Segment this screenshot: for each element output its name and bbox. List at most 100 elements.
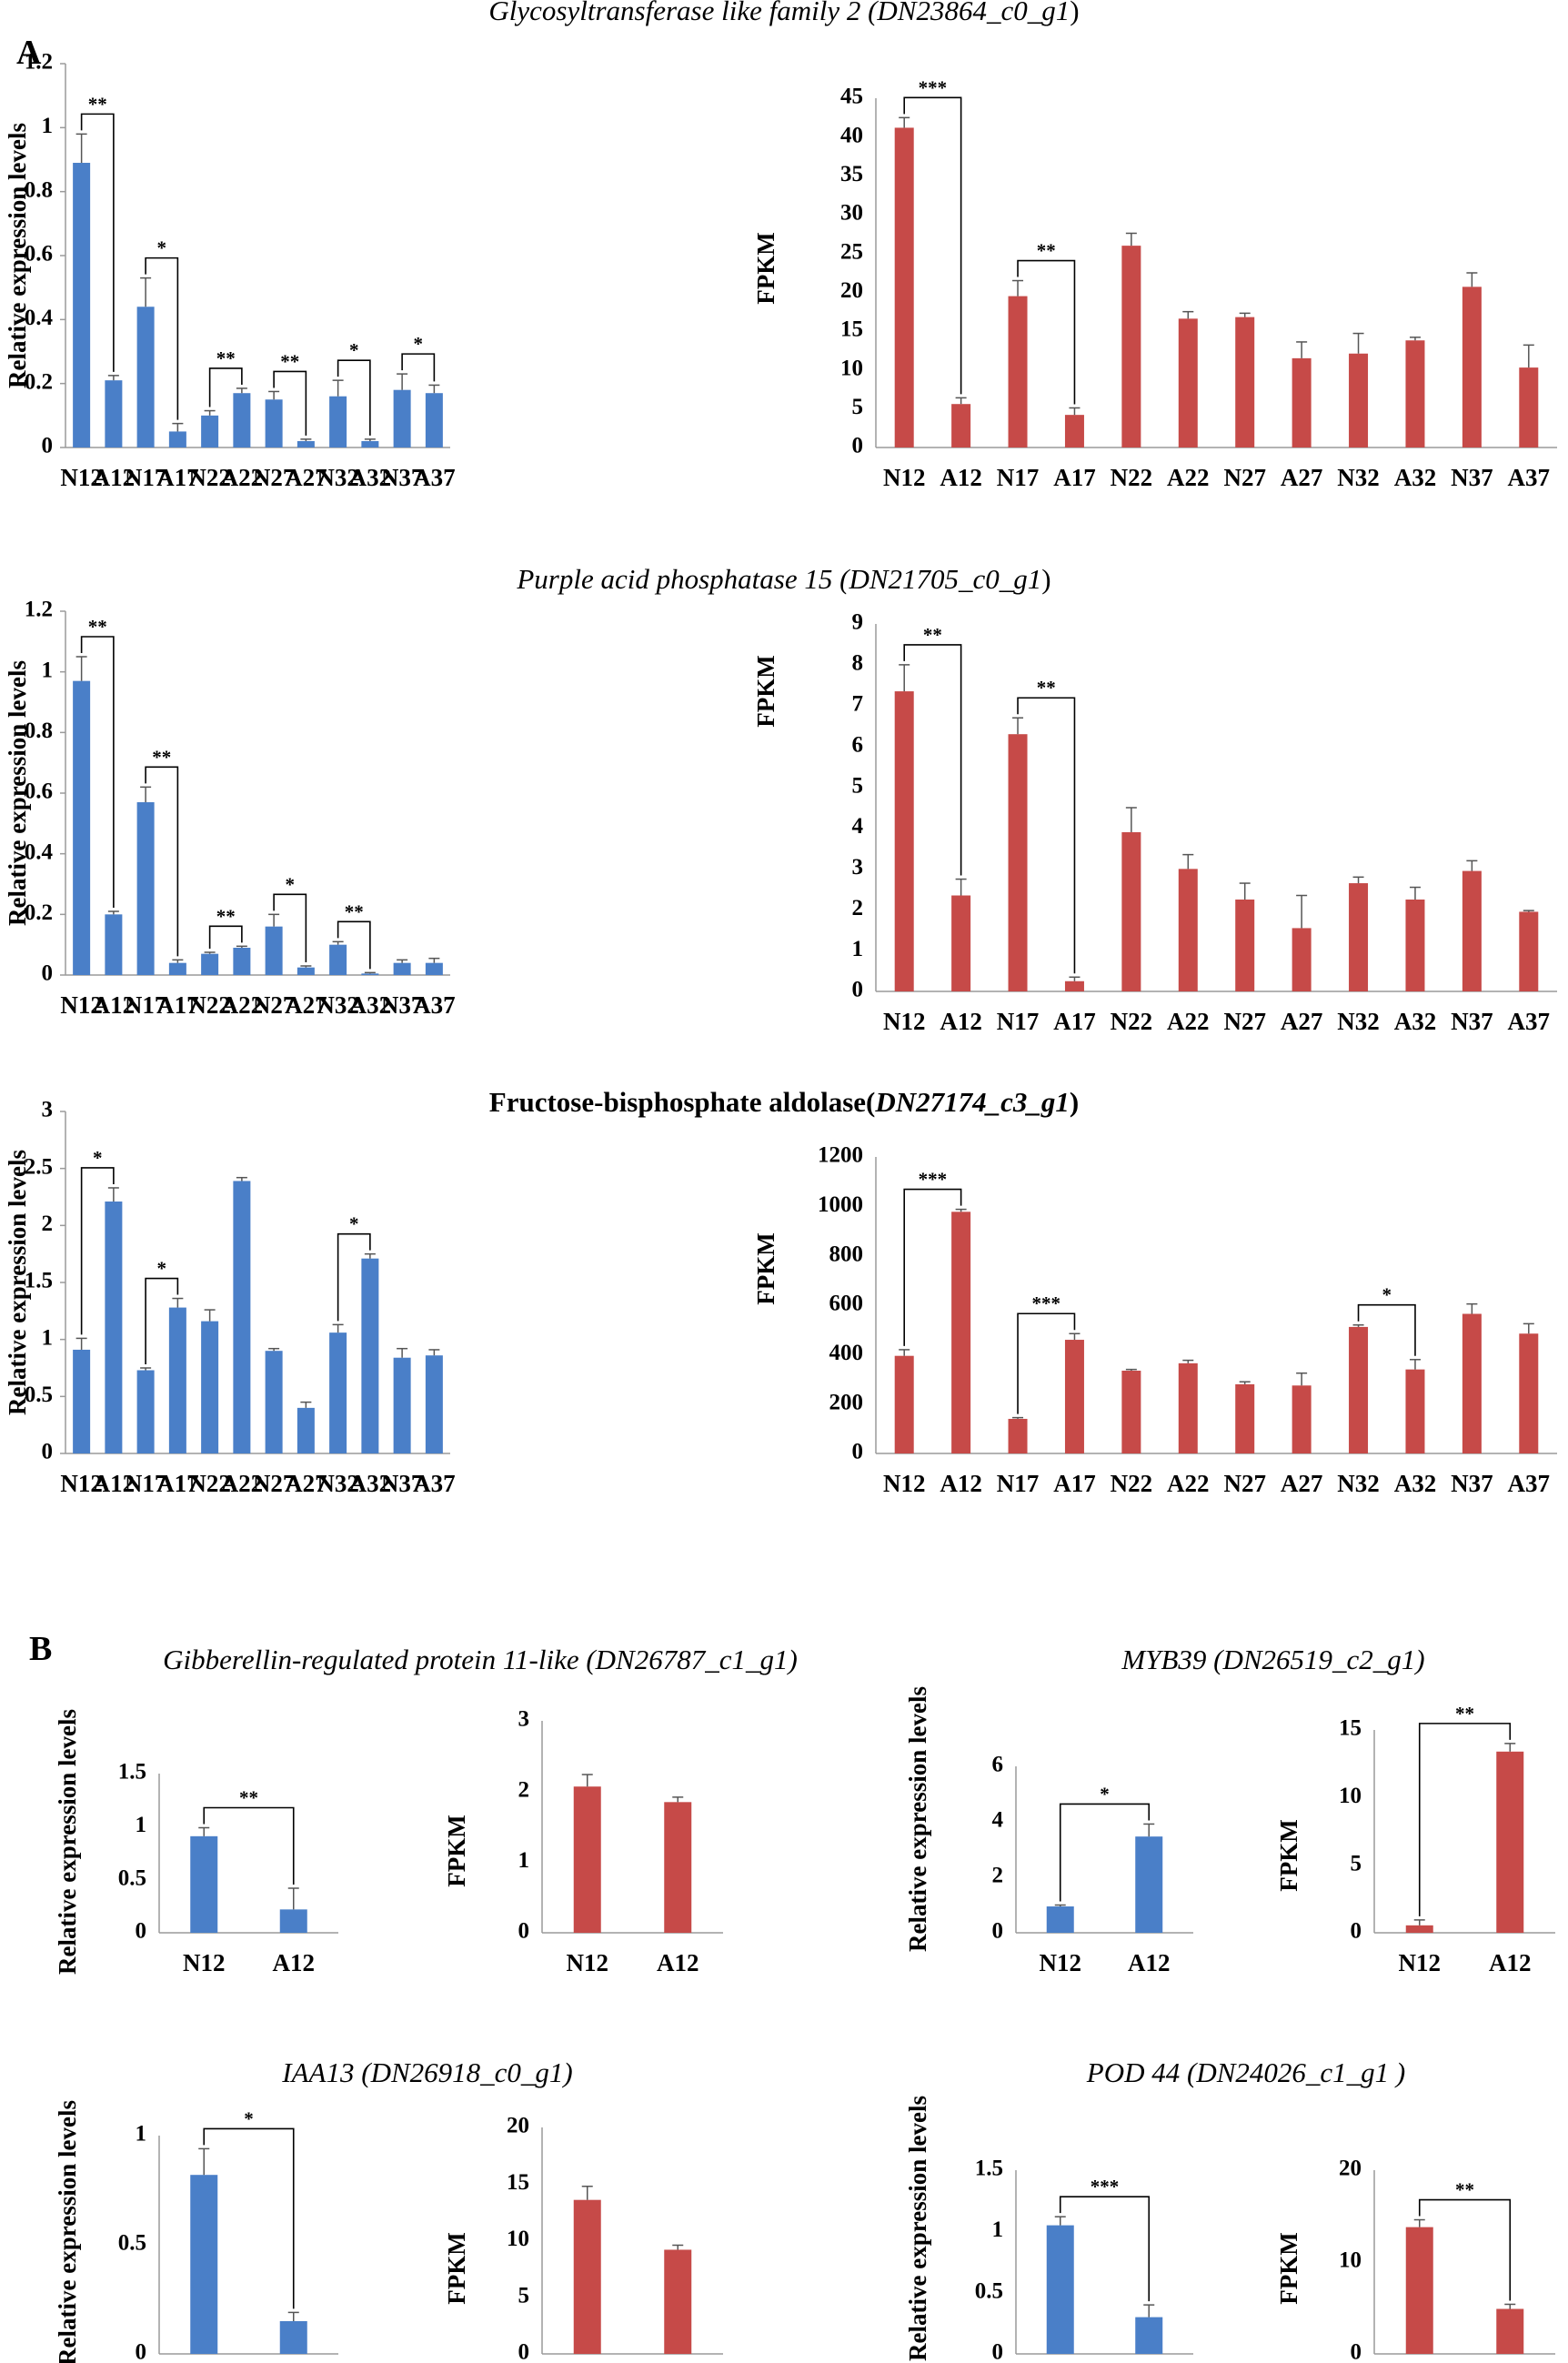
x-tick-label: A37 xyxy=(1508,464,1551,491)
y-tick-label: 9 xyxy=(852,610,864,635)
significance-label: ** xyxy=(1037,677,1056,699)
y-tick-label: 40 xyxy=(840,123,863,147)
y-tick-label: 0.5 xyxy=(25,1383,53,1407)
y-tick-label: 800 xyxy=(829,1242,864,1266)
significance-label: ** xyxy=(152,746,171,768)
bar xyxy=(1235,317,1255,447)
y-tick-label: 1.2 xyxy=(25,50,53,75)
y-tick-label: 0 xyxy=(136,2340,147,2363)
y-tick-label: 1.5 xyxy=(118,1760,146,1785)
x-tick-label: A17 xyxy=(1053,464,1096,491)
bar xyxy=(1349,1326,1369,1453)
y-tick-label: 0.2 xyxy=(25,900,53,925)
bar xyxy=(1121,831,1141,991)
title-b2: MYB39 (DN26519_c2_g1) xyxy=(1121,1644,1424,1675)
y-tick-label: 10 xyxy=(840,356,863,380)
y-tick-label: 20 xyxy=(840,278,863,303)
chart-a2-fpkm: FPKM 0 1 2 3 4 5 6 7 8 9 N12 A12 N17 A17 N22 A22 N27 A27 N3… xyxy=(752,610,1557,1035)
x-tick-label: N17 xyxy=(997,1008,1040,1035)
y-tick-label: 1 xyxy=(42,1325,54,1350)
bar xyxy=(279,1909,307,1933)
chart-b2-fpkm: FPKM 0 5 10 15 N12 A12 ** xyxy=(1275,1703,1555,1976)
x-tick-label: A32 xyxy=(1394,1470,1437,1497)
y-tick-label: 0.2 xyxy=(25,369,53,394)
y-axis-label: FPKM xyxy=(752,655,779,727)
chart-a1-fpkm: FPKM 0 5 10 15 20 25 30 35 40 45 N12 A12 N17 A17 N22 A22… xyxy=(752,76,1557,491)
title-a2: Purple acid phosphatase 15 (DN21705_c0_g… xyxy=(516,563,1050,595)
significance-bracket xyxy=(273,893,307,962)
y-tick-label: 600 xyxy=(829,1292,864,1316)
significance-label: ** xyxy=(345,900,364,922)
y-tick-label: 3 xyxy=(42,1098,54,1122)
x-tick-label: A17 xyxy=(1053,1470,1096,1497)
y-axis-label: Relative expression levels xyxy=(54,2100,81,2363)
section-label-b: B xyxy=(29,1630,52,1668)
x-tick-label: N32 xyxy=(317,464,359,491)
y-tick-label: 0 xyxy=(992,2340,1004,2363)
y-tick-label: 3 xyxy=(518,1707,530,1732)
x-tick-label: A37 xyxy=(413,464,456,491)
chart-b4-qpcr: Relative expression levels00.511.5N12A12… xyxy=(904,2096,1193,2363)
x-tick-label: A12 xyxy=(93,1470,136,1497)
bar xyxy=(279,2321,307,2354)
y-tick-label: 2 xyxy=(42,1212,54,1236)
x-tick-label: N12 xyxy=(883,464,926,491)
y-tick-label: 1 xyxy=(992,2217,1004,2242)
significance-label: *** xyxy=(1032,1292,1061,1314)
x-tick-label: N17 xyxy=(125,464,167,491)
y-tick-label: 5 xyxy=(852,395,864,419)
y-tick-label: 0 xyxy=(136,1919,147,1944)
significance-bracket xyxy=(145,766,179,957)
y-tick-label: 45 xyxy=(840,85,863,109)
x-tick-label: N22 xyxy=(188,991,231,1019)
x-tick-label: N12 xyxy=(60,1470,103,1497)
x-tick-label: N22 xyxy=(1111,1470,1153,1497)
y-tick-label: 4 xyxy=(852,814,864,839)
y-tick-label: 30 xyxy=(840,201,863,226)
x-tick-label: N27 xyxy=(253,1470,296,1497)
y-tick-label: 6 xyxy=(852,732,864,757)
bar xyxy=(329,1332,347,1453)
x-tick-label: N37 xyxy=(381,1470,424,1497)
y-tick-label: 10 xyxy=(507,2227,529,2251)
significance-bracket xyxy=(1357,1303,1416,1356)
x-tick-label: A27 xyxy=(1281,464,1323,491)
y-tick-label: 15 xyxy=(840,317,863,342)
bar xyxy=(1292,357,1312,447)
bar xyxy=(1519,1333,1539,1453)
bar xyxy=(265,926,283,975)
bar xyxy=(1519,911,1539,991)
x-tick-label: N32 xyxy=(1337,1008,1380,1035)
bar xyxy=(1046,2225,1074,2354)
bar xyxy=(894,691,914,991)
bar xyxy=(105,914,123,975)
significance-label: * xyxy=(93,1147,103,1169)
y-tick-label: 0 xyxy=(42,961,54,986)
y-tick-label: 200 xyxy=(829,1390,864,1414)
chart-b4-fpkm: FPKM01020N12A12** xyxy=(1275,2157,1555,2363)
bar xyxy=(73,163,91,447)
bar xyxy=(361,1258,379,1453)
y-tick-label: 0.8 xyxy=(25,177,53,202)
x-tick-label: N22 xyxy=(188,464,231,491)
significance-bracket xyxy=(1418,1723,1512,1916)
x-tick-label: A17 xyxy=(156,991,199,1019)
significance-bracket xyxy=(337,1232,371,1322)
chart-a2-qpcr: Relative expression levels 0 0.2 0.4 0.6 0.8 1… xyxy=(4,598,455,1019)
y-tick-label: 15 xyxy=(1339,1716,1362,1741)
y-tick-label: 2 xyxy=(852,896,864,920)
chart-b1-qpcr: Relative expression levels 0 0.5 1 1.5 N12 A12… xyxy=(54,1709,338,1976)
bar xyxy=(1496,1751,1524,1933)
x-tick-label: N27 xyxy=(253,991,296,1019)
x-tick-label: N27 xyxy=(253,464,296,491)
significance-bracket xyxy=(1418,2198,1512,2301)
bar xyxy=(233,948,251,975)
chart-a3-fpkm: FPKM 0 200 400 600 800 1000 1200 N12 A12 N17 A17 N22… xyxy=(752,1143,1557,1497)
significance-label: ** xyxy=(216,347,236,369)
y-tick-label: 3 xyxy=(852,855,864,880)
x-tick-label: N37 xyxy=(381,991,424,1019)
bar xyxy=(201,953,219,975)
y-tick-label: 5 xyxy=(852,773,864,798)
significance-label: ** xyxy=(1455,2179,1474,2201)
